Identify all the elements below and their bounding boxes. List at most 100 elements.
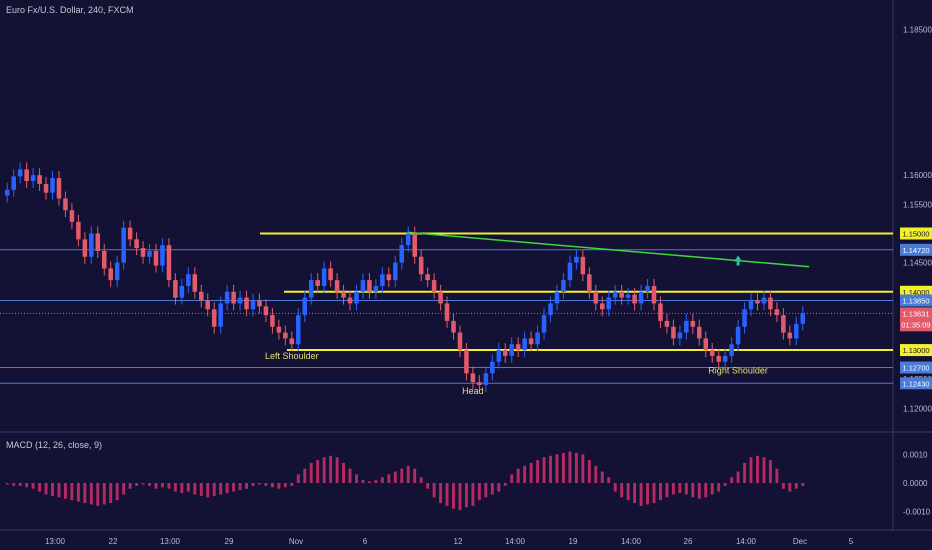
- time-tick-label: 29: [225, 537, 234, 546]
- candle-body: [405, 233, 411, 246]
- price-tag-label: 1.13000: [902, 346, 929, 355]
- candle-body: [108, 268, 113, 281]
- candle-body: [63, 198, 68, 211]
- candle-body: [69, 210, 75, 222]
- price-tag-label: 1.15000: [902, 229, 929, 238]
- candle-body: [127, 227, 133, 240]
- candle-body: [89, 233, 94, 257]
- candle-body: [651, 285, 657, 304]
- candle-body: [24, 169, 29, 182]
- time-tick-label: 5: [849, 537, 854, 546]
- time-tick-label: 22: [109, 537, 118, 546]
- candle-body: [438, 291, 443, 304]
- candle-body: [528, 338, 534, 345]
- candle-body: [800, 313, 806, 324]
- descending-trendline: [408, 231, 810, 268]
- time-tick-label: 14:00: [736, 537, 757, 546]
- macd-histogram: [5, 451, 805, 511]
- candle-body: [50, 178, 55, 193]
- candle-body: [360, 280, 366, 292]
- candle-body: [735, 326, 741, 345]
- candle-body: [755, 300, 760, 304]
- candle-body: [496, 350, 502, 362]
- candle-body: [645, 285, 650, 292]
- price-tick-label: 1.16000: [903, 171, 932, 180]
- candle-body: [250, 300, 256, 310]
- candle-body: [541, 315, 547, 333]
- pattern-label: Left Shoulder: [265, 351, 319, 361]
- candle-body: [386, 274, 392, 281]
- candle-body: [587, 274, 592, 292]
- price-tag: [900, 377, 932, 390]
- candle-body: [684, 320, 689, 333]
- candle-body: [393, 262, 398, 281]
- candle-body: [321, 268, 327, 286]
- macd-tick-label: -0.0010: [903, 508, 931, 517]
- candle-body: [593, 291, 599, 304]
- trendline[interactable]: [408, 231, 810, 268]
- candle-body: [43, 183, 49, 193]
- candle-body: [373, 285, 379, 292]
- candle-body: [619, 291, 624, 298]
- candle-body: [140, 248, 146, 257]
- candle-body: [76, 221, 81, 240]
- time-tick-label: 14:00: [621, 537, 642, 546]
- candle-body: [296, 315, 301, 345]
- candle-body: [231, 291, 236, 304]
- time-axis[interactable]: 13:00 22 13:00 29 Nov 6 12 14:00 19 14:00 26 14:00 D…: [45, 537, 854, 546]
- price-tick-label: 1.18500: [903, 25, 932, 34]
- candle-body: [328, 268, 333, 281]
- candle-body: [768, 297, 773, 310]
- time-tick-label: 13:00: [160, 537, 181, 546]
- candle-body: [56, 178, 62, 199]
- candle-body: [567, 262, 573, 281]
- candle-body: [134, 239, 139, 249]
- candle-body: [11, 176, 16, 190]
- candle-body: [367, 280, 372, 292]
- time-tick-label: Nov: [289, 537, 303, 546]
- candle-body: [166, 245, 172, 281]
- candle-body: [244, 297, 249, 310]
- macd-tick-label: 0.0010: [903, 450, 928, 459]
- time-tick-label: Dec: [793, 537, 807, 546]
- candle-body: [522, 338, 527, 351]
- candle-body: [580, 256, 586, 275]
- candle-body: [270, 315, 275, 327]
- candle-body: [502, 350, 508, 356]
- time-tick-label: 26: [684, 537, 693, 546]
- candle-body: [548, 303, 553, 316]
- candle-body: [742, 309, 747, 327]
- candle-body: [114, 262, 120, 281]
- price-tag: [900, 361, 932, 374]
- candle-body: [748, 300, 754, 310]
- candle-body: [761, 297, 767, 304]
- macd-axis: 0.0010 0.0000 -0.0010: [903, 450, 931, 516]
- price-tag-label: 1.13850: [902, 297, 929, 306]
- price-tag-label: 1.12700: [902, 364, 929, 373]
- candle-body: [697, 326, 702, 339]
- candle-body: [315, 280, 320, 286]
- time-tick-label: 6: [363, 537, 368, 546]
- price-tick-label: 1.15500: [903, 200, 932, 209]
- candle-body: [283, 332, 288, 339]
- candle-body: [709, 350, 715, 356]
- candle-body: [664, 320, 670, 327]
- candle-body: [192, 274, 198, 292]
- candle-body: [477, 382, 482, 386]
- candle-body: [781, 315, 786, 333]
- price-tick-label: 1.14500: [903, 259, 932, 268]
- candle-body: [787, 332, 793, 339]
- pattern-annotations: Left Shoulder Head Right Shoulder: [265, 351, 768, 396]
- price-tag: [900, 243, 932, 256]
- time-tick-label: 14:00: [505, 537, 526, 546]
- candle-body: [658, 303, 663, 321]
- candle-body: [341, 291, 346, 298]
- candle-body: [218, 303, 223, 327]
- candle-body: [554, 291, 560, 304]
- candle-body: [224, 291, 230, 304]
- candle-body: [612, 291, 618, 298]
- candle-body: [625, 294, 631, 298]
- price-tag-label: 1.14000: [902, 288, 929, 297]
- candle-body: [147, 250, 152, 257]
